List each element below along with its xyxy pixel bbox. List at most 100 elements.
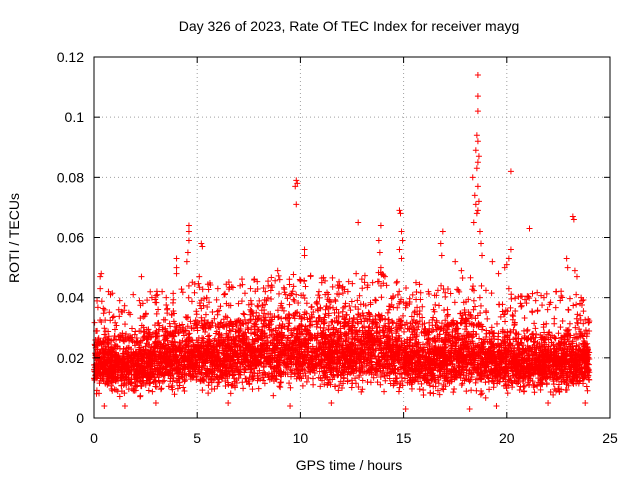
roti-point: [205, 390, 212, 397]
roti-point: [550, 391, 557, 398]
roti-point: [419, 341, 426, 348]
roti-point: [286, 380, 293, 387]
roti-point: [116, 393, 123, 400]
roti-point: [332, 383, 339, 390]
roti-point: [289, 367, 296, 374]
roti-point: [356, 374, 362, 381]
roti-point: [303, 378, 310, 385]
data-points: [91, 72, 593, 412]
roti-point: [336, 382, 343, 389]
roti-point: [396, 360, 403, 367]
roti-point: [255, 326, 262, 333]
roti-point: [395, 335, 402, 342]
roti-point: [418, 380, 425, 387]
roti-point: [176, 382, 183, 389]
roti-point: [157, 386, 164, 393]
roti-point: [500, 382, 507, 389]
roti-point: [584, 387, 591, 394]
roti-point: [158, 385, 165, 392]
roti-point: [395, 388, 402, 395]
roti-point: [284, 326, 291, 333]
roti-point: [458, 333, 465, 340]
roti-point: [486, 386, 493, 393]
chart-title: Day 326 of 2023, Rate Of TEC Index for r…: [179, 18, 520, 34]
roti-point: [161, 377, 168, 384]
roti-point: [374, 379, 381, 386]
roti-point: [264, 338, 271, 345]
roti-point: [414, 358, 421, 365]
roti-point: [159, 378, 166, 385]
roti-point: [137, 378, 144, 385]
roti-point: [427, 389, 434, 396]
roti-point: [543, 381, 550, 388]
roti-point: [199, 387, 206, 394]
roti-point: [206, 332, 213, 339]
roti-point: [277, 379, 284, 386]
roti-point: [205, 382, 212, 389]
roti-point: [202, 328, 209, 335]
roti-point: [442, 317, 449, 324]
roti-point: [227, 390, 234, 397]
roti-point: [530, 370, 537, 377]
roti-point: [227, 328, 234, 335]
roti-point: [181, 332, 188, 339]
roti-point: [473, 331, 480, 338]
roti-point: [436, 391, 443, 398]
roti-point: [555, 375, 562, 382]
roti-point: [181, 377, 188, 384]
roti-point: [199, 364, 206, 371]
roti-point: [337, 329, 344, 336]
roti-point: [317, 383, 324, 390]
roti-point: [344, 371, 351, 378]
roti-point: [337, 378, 344, 385]
roti-point: [509, 384, 516, 391]
roti-point: [142, 343, 149, 350]
roti-point: [187, 318, 194, 325]
roti-point: [205, 333, 212, 340]
roti-point: [298, 331, 305, 338]
roti-point: [257, 376, 264, 383]
roti-point: [150, 379, 157, 386]
roti-point: [366, 323, 373, 330]
roti-point: [583, 383, 590, 390]
roti-point: [381, 373, 388, 380]
roti-point: [435, 380, 442, 387]
roti-point: [335, 387, 342, 394]
roti-point: [467, 376, 474, 383]
roti-point: [415, 323, 422, 330]
roti-point: [145, 387, 152, 394]
roti-point: [325, 326, 332, 333]
roti-point: [516, 387, 523, 394]
roti-point: [586, 376, 593, 383]
roti-point: [270, 392, 277, 399]
roti-point: [275, 324, 282, 331]
roti-point: [98, 346, 105, 353]
roti-point: [505, 373, 512, 380]
roti-point: [285, 334, 292, 341]
roti-point: [424, 339, 431, 346]
roti-point: [121, 380, 128, 387]
roti-point: [152, 383, 159, 390]
roti-point: [476, 335, 483, 342]
roti-point: [564, 379, 571, 386]
roti-point: [269, 327, 276, 334]
roti-point: [434, 387, 441, 394]
roti-point: [215, 379, 222, 386]
roti-point: [309, 375, 316, 382]
roti-point: [306, 368, 313, 375]
roti-point: [555, 340, 562, 347]
roti-point: [241, 316, 248, 323]
roti-point: [438, 320, 445, 327]
roti-point: [402, 375, 409, 382]
roti-point: [109, 387, 116, 394]
roti-point: [482, 394, 489, 401]
roti-point: [450, 389, 457, 396]
roti-point: [359, 377, 366, 384]
roti-point: [352, 375, 359, 382]
roti-point: [519, 345, 526, 352]
roti-point: [174, 385, 181, 392]
roti-point: [504, 390, 511, 397]
roti-point: [463, 334, 470, 341]
roti-point: [205, 319, 212, 326]
